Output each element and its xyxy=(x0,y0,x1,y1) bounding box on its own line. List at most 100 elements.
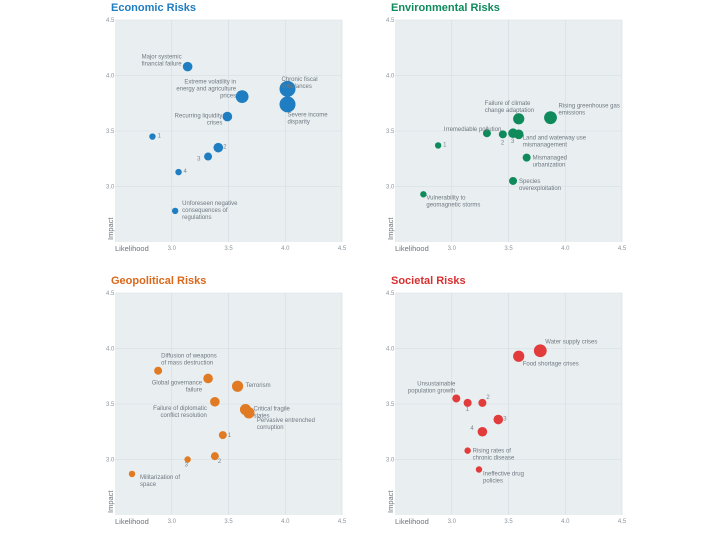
x-tick-label: 4.0 xyxy=(561,519,570,525)
data-point-label: 1 xyxy=(443,142,447,148)
data-point xyxy=(434,142,442,149)
data-point-label: Land and waterway use mismanagement xyxy=(523,135,587,148)
data-point-label: Rising rates of chronic disease xyxy=(473,449,515,462)
data-point-label: 4 xyxy=(184,169,188,175)
y-axis-label: Impact xyxy=(106,490,115,513)
y-tick-label: 3.5 xyxy=(386,402,395,408)
data-point xyxy=(149,133,156,140)
data-point xyxy=(464,447,471,454)
societal-risks-title: Societal Risks xyxy=(391,275,466,287)
geopolitical-risks-panel: Geopolitical Risks 3.0 3.5 4.0 4.5 4.5 4.0 3.5… xyxy=(105,273,347,543)
data-point-label: Food shortage crises xyxy=(523,361,579,367)
data-point xyxy=(279,96,296,113)
societal-risks-chart: 3.0 3.5 4.0 4.5 4.5 4.0 3.5 3.0 LikelihoodImpact… xyxy=(386,291,627,526)
data-point xyxy=(498,130,507,139)
x-axis-label: Likelihood xyxy=(115,517,149,526)
data-point xyxy=(222,111,233,122)
data-point-label: Major systemic financial failure xyxy=(142,55,183,68)
data-point xyxy=(175,168,182,176)
y-tick-label: 4.0 xyxy=(386,74,395,80)
data-point xyxy=(522,153,531,162)
x-axis-label: Likelihood xyxy=(115,244,149,253)
data-point xyxy=(184,456,191,463)
data-point xyxy=(477,426,488,437)
x-tick-label: 3.5 xyxy=(504,246,513,252)
data-point xyxy=(235,90,249,103)
data-point-label: Vulnerability to geomagnetic storms xyxy=(426,195,480,208)
data-point-label: Ineffective drug policies xyxy=(483,471,524,484)
data-point-label: Unsustainable population growth xyxy=(408,381,456,394)
y-tick-label: 3.5 xyxy=(106,402,115,408)
data-point xyxy=(182,61,193,72)
data-point-label: 3 xyxy=(197,157,201,163)
data-point-label: 1 xyxy=(466,407,470,413)
data-point xyxy=(420,191,427,198)
data-point-label: Global governance failure xyxy=(152,380,203,393)
y-tick-label: 4.0 xyxy=(106,74,115,80)
data-point xyxy=(478,398,487,407)
data-point-label: 3 xyxy=(185,463,189,469)
data-point xyxy=(154,366,163,375)
societal-risks-panel: Societal Risks 3.0 3.5 4.0 4.5 4.5 4.0 3.5 3.0 L… xyxy=(385,273,627,543)
economic-risks-chart: 3.0 3.5 4.0 4.5 4.5 4.0 3.5 3.0 LikelihoodImpact… xyxy=(106,18,347,253)
data-point xyxy=(509,176,518,185)
data-point xyxy=(279,80,296,97)
data-point xyxy=(171,207,179,215)
data-point-label: 4 xyxy=(470,426,474,432)
data-point xyxy=(452,394,461,403)
x-tick-label: 4.0 xyxy=(281,519,290,525)
data-point-label: Mismanaged urbanization xyxy=(533,156,567,169)
y-tick-label: 3.0 xyxy=(106,185,115,191)
y-tick-label: 3.5 xyxy=(106,129,115,135)
data-point xyxy=(513,113,525,125)
x-tick-label: 4.5 xyxy=(618,246,627,252)
data-point-label: 1 xyxy=(157,134,161,140)
data-point-label: 2 xyxy=(486,395,490,401)
data-point xyxy=(210,452,219,461)
geopolitical-risks-title: Geopolitical Risks xyxy=(111,275,207,287)
data-point-label: Chronic fiscal imbalances xyxy=(282,77,318,90)
x-tick-label: 4.0 xyxy=(281,246,290,252)
data-point xyxy=(128,470,136,478)
y-axis-label: Impact xyxy=(386,217,395,240)
x-tick-label: 4.5 xyxy=(338,519,347,525)
data-point-label: Unforeseen negative consequences of regula… xyxy=(182,201,238,221)
data-point xyxy=(513,129,524,140)
data-point xyxy=(204,152,213,161)
environmental-risks-chart: 3.0 3.5 4.0 4.5 4.5 4.0 3.5 3.0 LikelihoodImpact… xyxy=(386,18,627,253)
geopolitical-risks-chart: 3.0 3.5 4.0 4.5 4.5 4.0 3.5 3.0 LikelihoodImpact… xyxy=(106,291,347,526)
y-tick-label: 3.0 xyxy=(106,458,115,464)
data-point-label: Failure of diplomatic conflict resolution xyxy=(153,406,207,419)
x-tick-label: 4.5 xyxy=(618,519,627,525)
data-point-label: 2 xyxy=(501,140,505,146)
y-tick-label: 4.0 xyxy=(106,347,115,353)
y-tick-label: 4.5 xyxy=(106,291,115,297)
y-axis-label: Impact xyxy=(386,490,395,513)
data-point-label: 2 xyxy=(218,459,222,465)
y-tick-label: 3.0 xyxy=(386,185,395,191)
y-tick-label: 4.5 xyxy=(386,291,395,297)
data-point xyxy=(475,466,483,473)
data-point-label: 2 xyxy=(223,145,227,151)
x-tick-label: 3.0 xyxy=(168,519,177,525)
data-point xyxy=(231,380,244,392)
y-tick-label: 4.5 xyxy=(386,18,395,24)
y-tick-label: 4.0 xyxy=(386,347,395,353)
data-point-label: 3 xyxy=(511,139,515,145)
data-point xyxy=(493,414,504,425)
data-point-label: Militarization of space xyxy=(140,475,180,488)
x-tick-label: 3.5 xyxy=(504,519,513,525)
environmental-risks-title: Environmental Risks xyxy=(391,2,500,14)
data-point-label: Irremediable pollution xyxy=(444,127,501,133)
x-tick-label: 3.5 xyxy=(224,519,233,525)
data-point xyxy=(210,396,220,407)
environmental-risks-panel: Environmental Risks 3.0 3.5 4.0 4.5 4.5 4.0 3.… xyxy=(385,0,627,270)
data-point-label: Rising greenhouse gas emissions xyxy=(558,104,619,117)
x-tick-label: 3.0 xyxy=(168,246,177,252)
x-tick-label: 3.0 xyxy=(448,519,457,525)
data-point-label: Failure of climate change adaptation xyxy=(485,101,534,114)
data-point xyxy=(203,373,213,384)
x-axis-label: Likelihood xyxy=(395,244,429,253)
data-point xyxy=(513,350,525,362)
y-tick-label: 4.5 xyxy=(106,18,115,24)
